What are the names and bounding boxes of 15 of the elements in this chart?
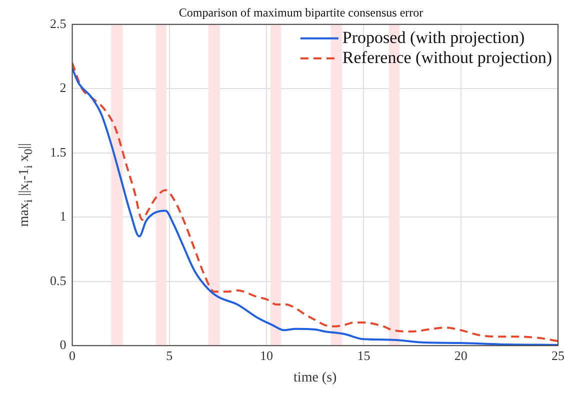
y-tick-label: 2 xyxy=(60,80,66,96)
chart-title: Comparison of maximum bipartite consensus error xyxy=(178,5,424,20)
x-tick-label: 20 xyxy=(454,348,468,363)
x-tick-label: 15 xyxy=(357,348,370,363)
y-tick-label: 2.5 xyxy=(50,16,66,31)
x-axis-title: time (s) xyxy=(294,370,338,386)
legend-label: Proposed (with projection) xyxy=(342,28,525,47)
x-tick-label: 25 xyxy=(552,348,564,363)
y-tick-label: 1 xyxy=(60,208,66,224)
y-tick-label: 0.5 xyxy=(50,272,66,288)
x-tick-label: 10 xyxy=(260,348,274,363)
legend-label: Reference (without projection) xyxy=(342,48,552,67)
y-tick-label: 0 xyxy=(60,337,66,352)
y-tick-label: 1.5 xyxy=(50,144,66,160)
x-tick-label: 5 xyxy=(166,348,173,363)
